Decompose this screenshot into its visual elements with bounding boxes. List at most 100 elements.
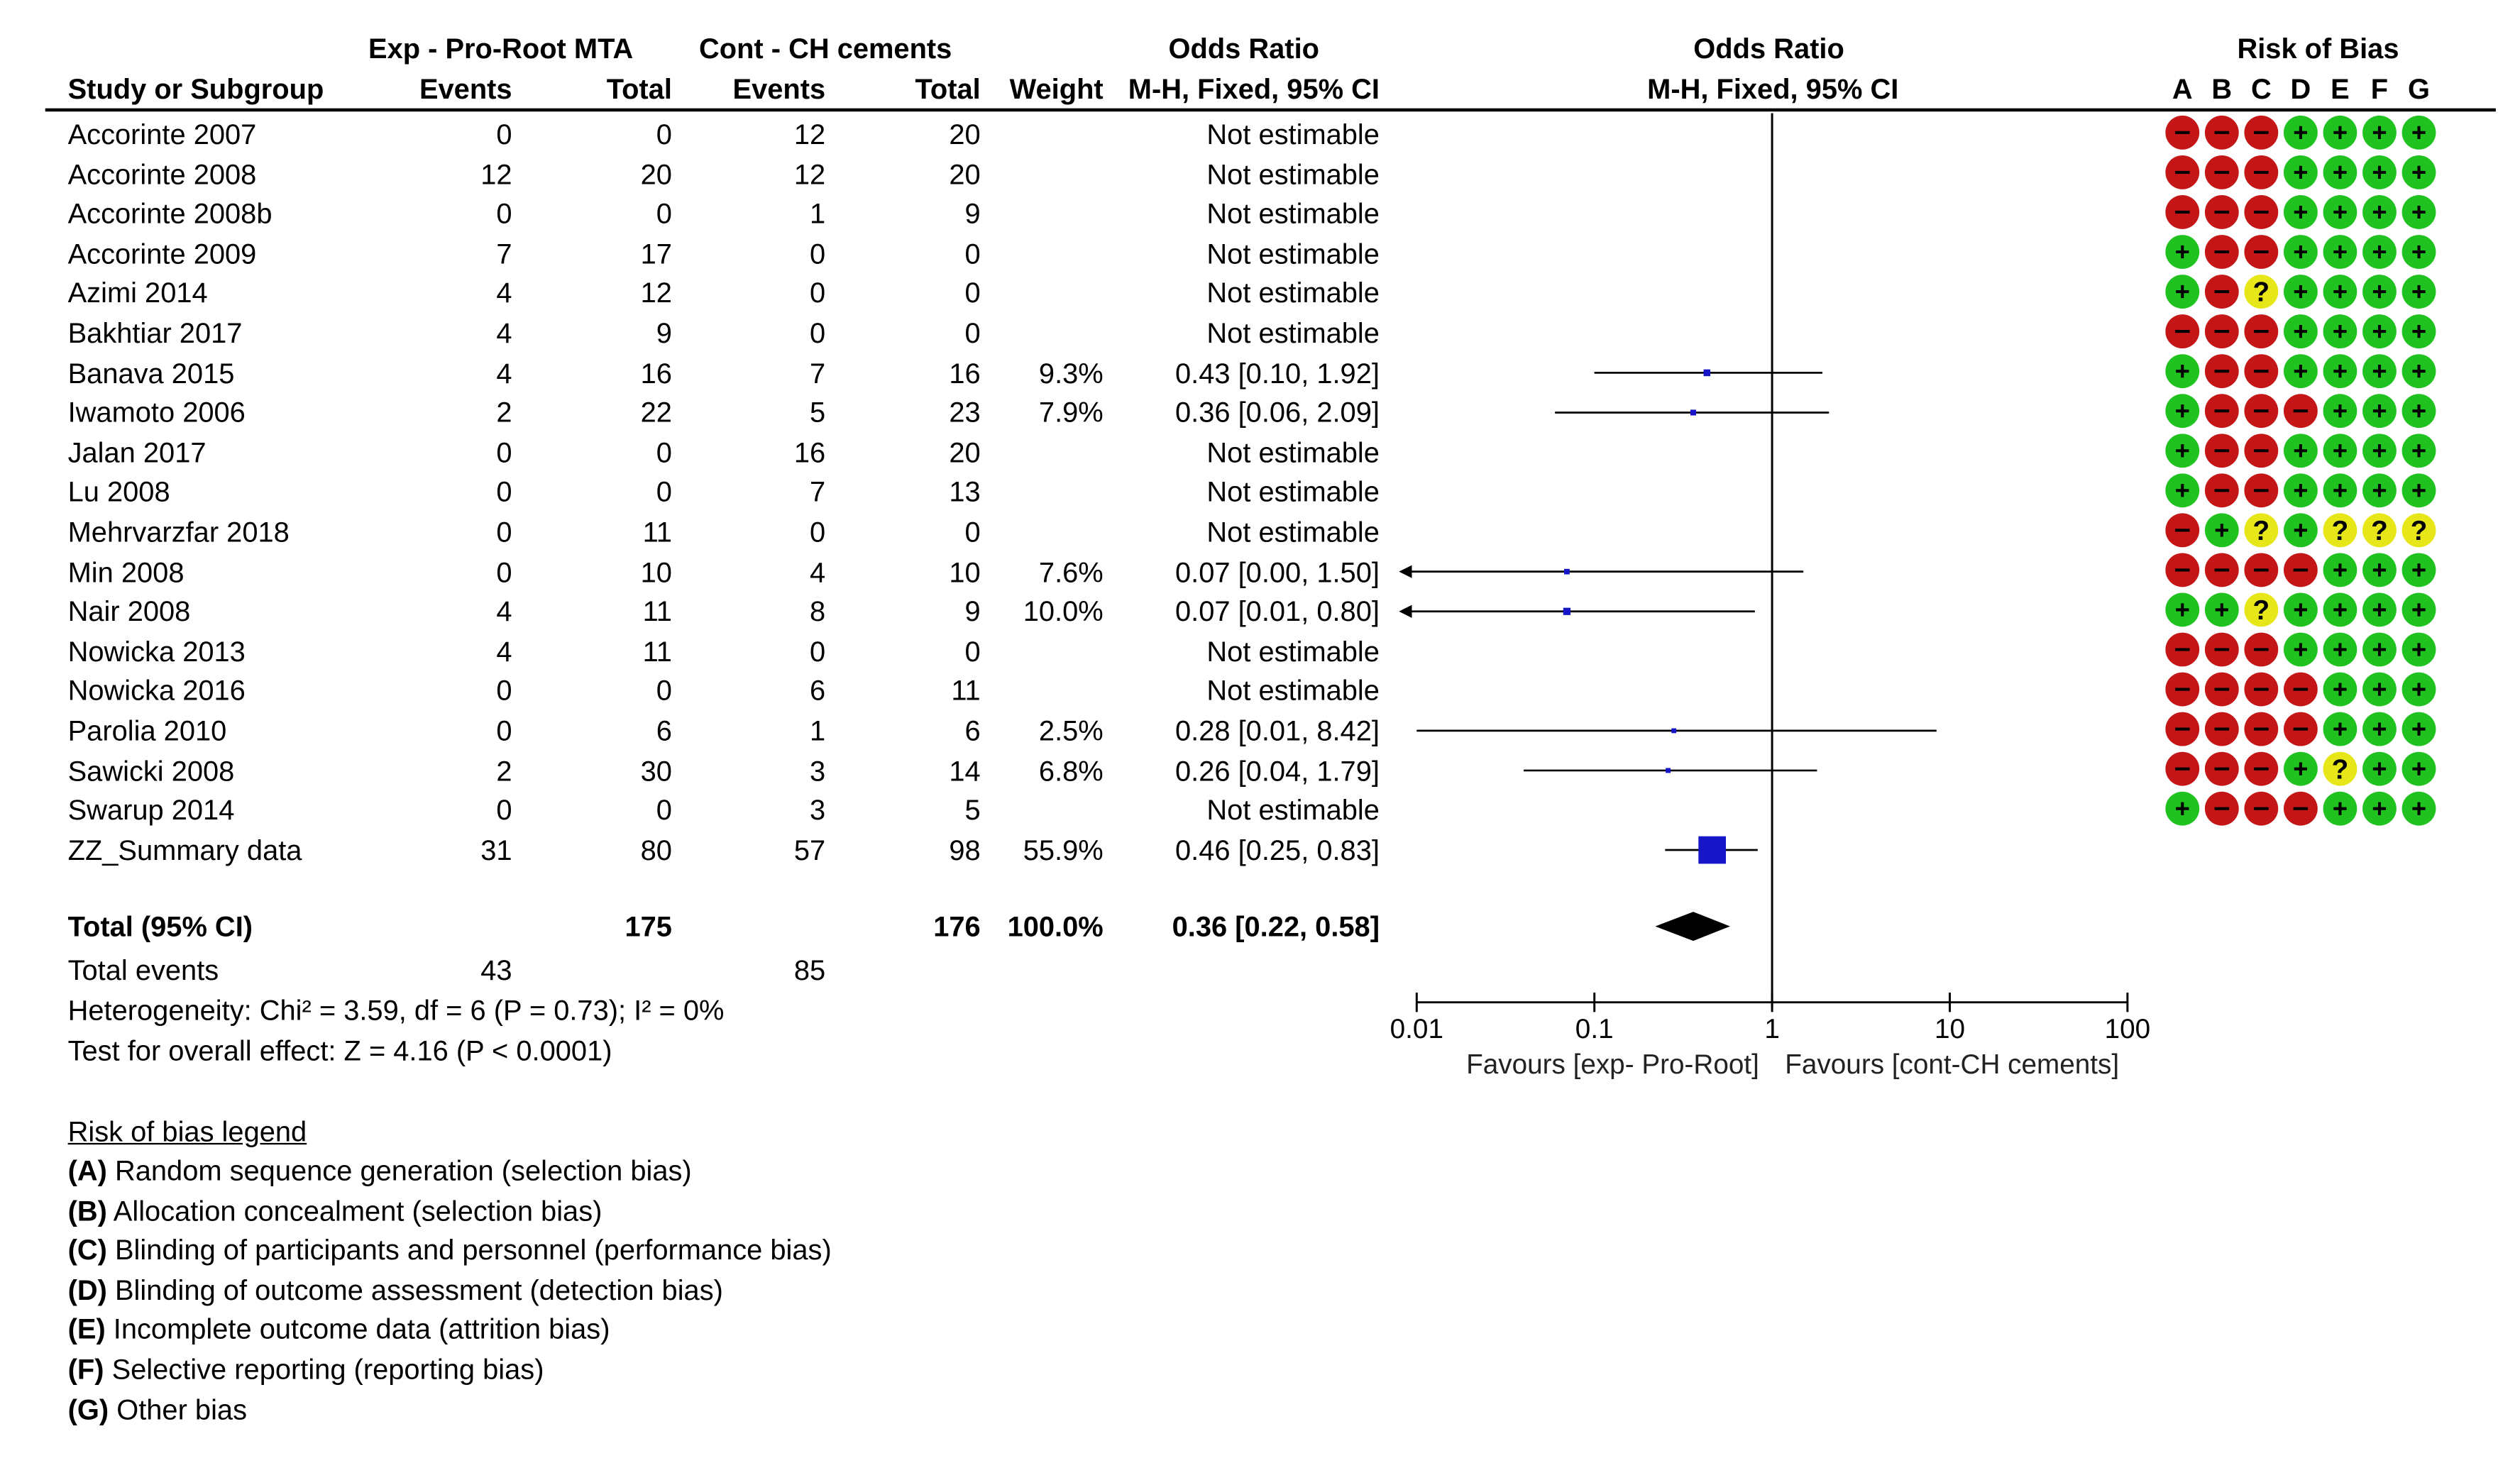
favours-right-label: Favours [cont-CH cements] <box>1785 1049 2119 1080</box>
rob-low-icon <box>2323 592 2357 627</box>
rob-low-icon <box>2401 195 2436 229</box>
rob-low-icon <box>2362 672 2397 707</box>
overall-effect-text: Test for overall effect: Z = 4.16 (P < 0… <box>67 1034 612 1067</box>
legend-key: (G) <box>67 1393 109 1425</box>
rob-high-icon <box>2204 712 2239 746</box>
rob-high-icon <box>2284 553 2318 587</box>
events-exp: 4 <box>496 634 512 668</box>
weight-header: Weight <box>1009 72 1104 106</box>
or-ci-value: Not estimable <box>1206 237 1380 270</box>
events-cont: 3 <box>810 794 826 827</box>
rob-high-icon <box>2165 553 2200 587</box>
legend-item: (A) Random sequence generation (selectio… <box>68 1154 692 1187</box>
rob-letter: F <box>2370 72 2389 106</box>
rob-letter: C <box>2250 72 2272 106</box>
point-estimate <box>1690 409 1697 416</box>
rob-low-icon <box>2362 632 2397 667</box>
events-exp: 4 <box>496 316 512 350</box>
study-name: Iwamoto 2006 <box>67 396 246 429</box>
rob-low-icon <box>2401 712 2436 746</box>
weight-value: 10.0% <box>1023 595 1104 628</box>
rob-low-icon <box>2284 235 2318 269</box>
group-header-exp: Exp - Pro-Root MTA <box>368 32 634 65</box>
weight-value: 9.3% <box>1038 356 1104 390</box>
rob-low-icon <box>2362 235 2397 269</box>
events-cont: 1 <box>810 197 826 230</box>
rob-high-icon <box>2204 354 2239 389</box>
legend-item: (D) Blinding of outcome assessment (dete… <box>68 1274 723 1306</box>
rob-low-icon <box>2204 513 2239 548</box>
study-name: Azimi 2014 <box>67 277 208 310</box>
total-cont: 9 <box>964 197 981 230</box>
rob-low-icon <box>2165 473 2200 508</box>
point-estimate <box>1666 768 1671 773</box>
study-name: Nair 2008 <box>67 595 191 628</box>
events-exp: 0 <box>496 475 512 509</box>
events-cont: 16 <box>793 436 826 469</box>
events-cont: 0 <box>810 634 826 668</box>
events-exp: 4 <box>496 277 512 310</box>
total-cont: 11 <box>951 675 981 707</box>
rob-letter: G <box>2408 72 2431 106</box>
legend-item: (G) Other bias <box>68 1393 247 1425</box>
or-ci-value: Not estimable <box>1206 277 1380 310</box>
total-diamond <box>1655 912 1730 942</box>
rob-high-icon <box>2165 195 2200 229</box>
total-weight: 100.0% <box>1007 910 1104 943</box>
total-exp: 0 <box>656 118 672 150</box>
total-exp-value: 175 <box>625 910 672 943</box>
events-cont: 0 <box>810 515 826 548</box>
events-cont: 0 <box>810 277 826 310</box>
legend-text: Blinding of participants and personnel (… <box>106 1233 832 1266</box>
rob-high-icon <box>2165 115 2200 150</box>
total-exp: 0 <box>656 475 672 509</box>
axis-tick-label: 1 <box>1764 1014 1780 1044</box>
svg-text:?: ? <box>2253 516 2270 546</box>
total-cont: 0 <box>964 316 981 350</box>
or-ci-value: Not estimable <box>1206 197 1380 230</box>
or-ci-value: 0.26 [0.04, 1.79] <box>1175 754 1380 787</box>
events-exp: 12 <box>480 158 512 190</box>
point-estimate <box>1564 568 1570 575</box>
rob-high-icon <box>2204 473 2239 508</box>
rob-low-icon <box>2165 791 2200 826</box>
rob-low-icon <box>2323 632 2357 667</box>
rob-low-icon <box>2401 394 2436 429</box>
axis-tick-label: 100 <box>2105 1014 2151 1044</box>
rob-high-icon <box>2204 394 2239 429</box>
weight-value: 6.8% <box>1038 754 1104 787</box>
total-cont: 0 <box>964 237 981 270</box>
rob-low-icon <box>2401 473 2436 508</box>
events-exp: 0 <box>496 118 512 150</box>
rob-high-icon <box>2204 275 2239 309</box>
rob-low-icon <box>2284 354 2318 389</box>
rob-low-icon <box>2284 434 2318 468</box>
rob-low-icon <box>2401 592 2436 627</box>
rob-low-icon <box>2284 195 2318 229</box>
study-name: Sawicki 2008 <box>67 754 235 787</box>
legend-text: Allocation concealment (selection bias) <box>106 1193 603 1227</box>
rob-high-icon <box>2244 115 2279 150</box>
total-cont: 0 <box>964 634 981 668</box>
rob-low-icon <box>2362 155 2397 189</box>
rob-high-icon <box>2204 553 2239 587</box>
rob-high-icon <box>2204 195 2239 229</box>
rob-high-icon <box>2284 672 2318 707</box>
rob-low-icon <box>2323 553 2357 587</box>
svg-text:?: ? <box>2332 754 2349 785</box>
total-exp: 11 <box>642 515 672 548</box>
rob-low-icon <box>2362 275 2397 309</box>
rob-high-icon <box>2204 672 2239 707</box>
legend-item: (C) Blinding of participants and personn… <box>68 1234 832 1266</box>
rob-high-icon <box>2284 791 2318 826</box>
rob-high-icon <box>2204 235 2239 269</box>
total-exp: 0 <box>656 675 672 707</box>
plot-title: Odds Ratio <box>1693 32 1844 65</box>
events-exp: 0 <box>496 714 512 747</box>
rob-low-icon <box>2284 314 2318 349</box>
ci-arrow <box>1399 565 1412 578</box>
rob-title: Risk of Bias <box>2237 32 2399 65</box>
study-name: Accorinte 2007 <box>67 118 257 150</box>
total-cont: 16 <box>949 356 981 390</box>
rob-low-icon <box>2323 275 2357 309</box>
